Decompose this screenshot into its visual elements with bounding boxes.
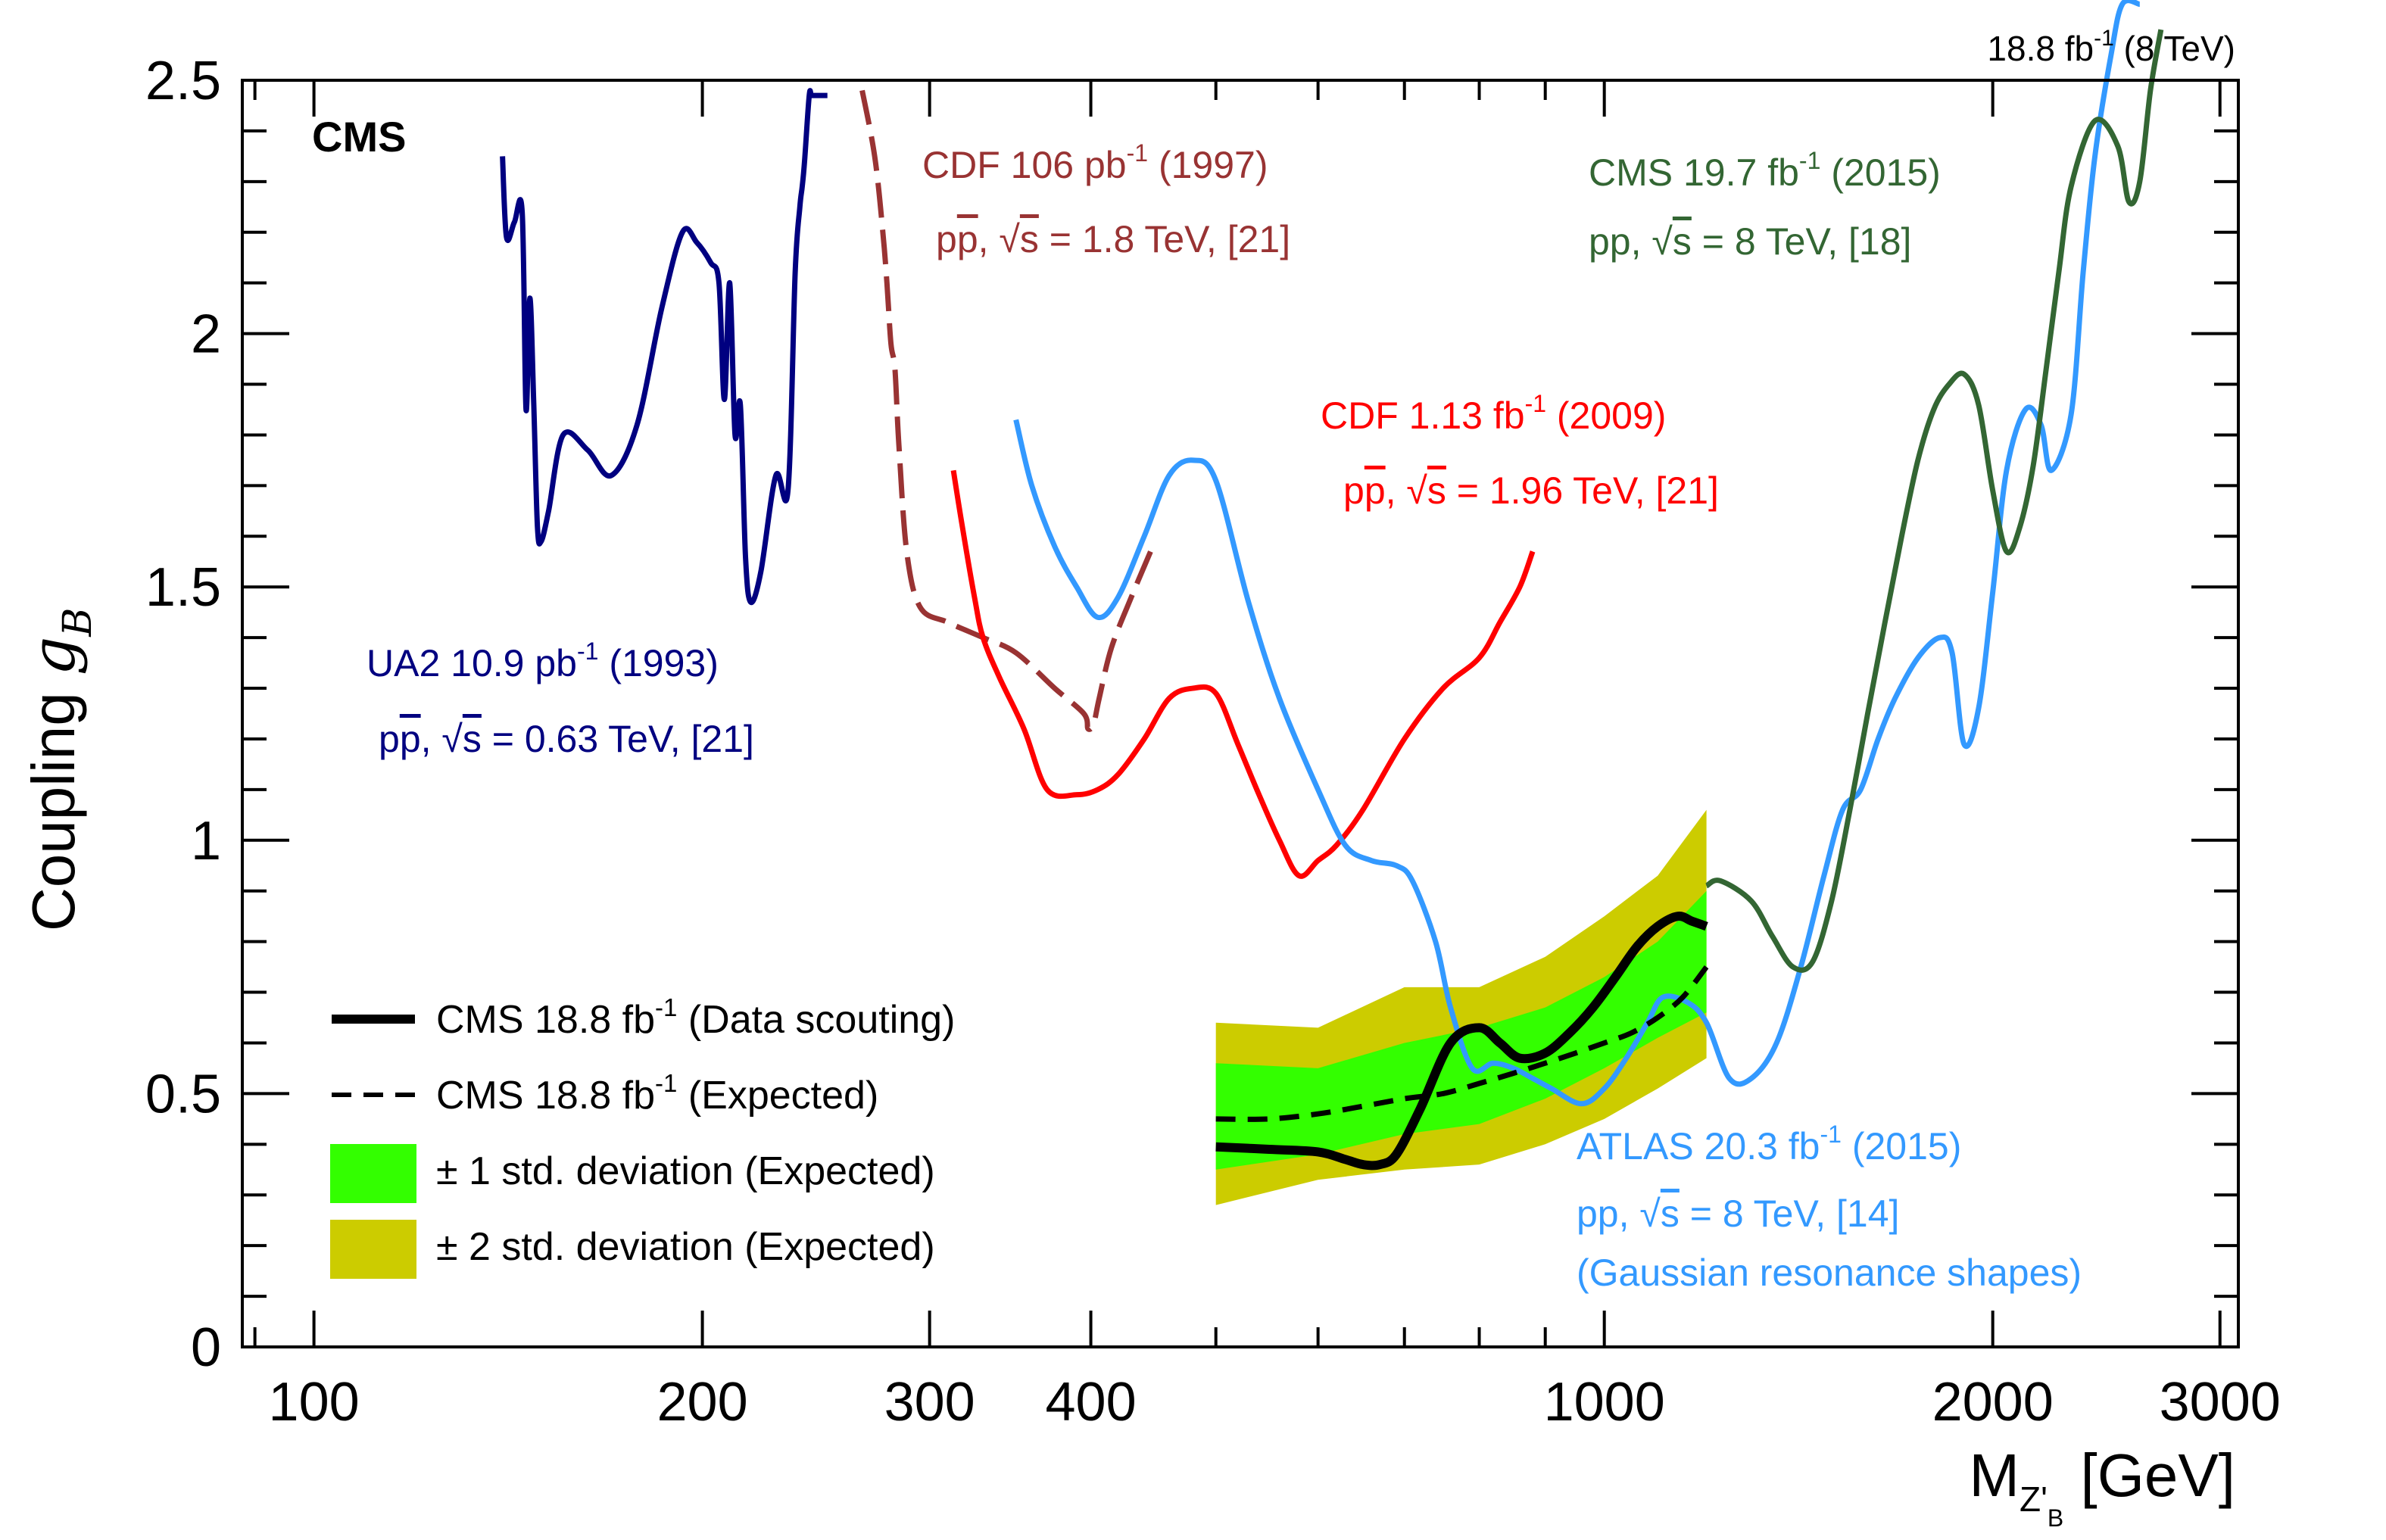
axes: 100 200 300 400 1000 2000 3000 0 0.5 1 1.5 2 2.5 xyxy=(145,51,2281,1432)
cdf1997-label-line1: CDF 106 pb-1 (1997) xyxy=(922,139,1268,186)
cdf2009-annotation: CDF 1.13 fb-1 (2009) pp, √s = 1.96 TeV, … xyxy=(1321,390,1719,512)
x-axis-title: MZ'B [GeV] xyxy=(1969,1442,2235,1532)
ua2-annotation: UA2 10.9 pb-1 (1993) pp, √s = 0.63 TeV, … xyxy=(366,638,754,760)
legend: CMS 18.8 fb-1 (Data scouting) CMS 18.8 f… xyxy=(330,993,955,1279)
x-tick-label: 2000 xyxy=(1932,1372,2054,1432)
y-tick-label: 2.5 xyxy=(145,51,221,111)
x-tick-label: 3000 xyxy=(2160,1372,2281,1432)
ua2-label-line1: UA2 10.9 pb-1 (1993) xyxy=(366,638,719,684)
luminosity-header: 18.8 fb-1 (8 TeV) xyxy=(1987,26,2235,68)
cdf2009-label-line1: CDF 1.13 fb-1 (2009) xyxy=(1321,390,1666,437)
band-1sigma xyxy=(1215,890,1707,1170)
legend-label-observed: CMS 18.8 fb-1 (Data scouting) xyxy=(436,993,955,1042)
atlas-annotation: ATLAS 20.3 fb-1 (2015) pp, √s = 8 TeV, [… xyxy=(1577,1121,2082,1294)
cdf2009-label-line2: pp, √s = 1.96 TeV, [21] xyxy=(1343,469,1719,512)
atlas-label-line3: (Gaussian resonance shapes) xyxy=(1577,1252,2082,1294)
expected-bands xyxy=(1215,809,1707,1205)
y-axis-title: Coupling gB xyxy=(18,608,101,931)
curve-cms_observed xyxy=(1215,912,1708,1171)
ua2-label-line2: pp, √s = 0.63 TeV, [21] xyxy=(379,718,754,760)
atlas-label-line1: ATLAS 20.3 fb-1 (2015) xyxy=(1577,1121,1961,1167)
curve-cdf2009 xyxy=(950,469,1536,879)
y-tick-label: 0.5 xyxy=(145,1064,221,1124)
legend-label-expected: CMS 18.8 fb-1 (Expected) xyxy=(436,1069,878,1118)
y-tick-label: 1.5 xyxy=(145,557,221,618)
legend-swatch-2sigma xyxy=(330,1220,416,1279)
y-tick-label: 1 xyxy=(191,811,221,871)
plot-frame xyxy=(241,79,2240,1348)
curve-ua2 xyxy=(500,88,828,606)
cms2015-label-line2: pp, √s = 8 TeV, [18] xyxy=(1589,220,1911,263)
limit-curves xyxy=(500,0,2164,1171)
x-tick-label: 400 xyxy=(1045,1372,1136,1432)
cdf1997-annotation: CDF 106 pb-1 (1997) pp, √s = 1.8 TeV, [2… xyxy=(922,139,1290,260)
legend-swatch-1sigma xyxy=(330,1144,416,1203)
x-tick-label: 1000 xyxy=(1544,1372,1665,1432)
curve-cms2015 xyxy=(1705,29,2164,973)
y-tick-label: 0 xyxy=(191,1317,221,1378)
curve-cdf1997 xyxy=(859,89,1153,732)
legend-label-1sigma: ± 1 std. deviation (Expected) xyxy=(436,1149,935,1193)
x-tick-label: 300 xyxy=(884,1372,975,1432)
cdf1997-label-line2: pp, √s = 1.8 TeV, [21] xyxy=(936,218,1290,260)
y-tick-label: 2 xyxy=(191,304,221,365)
atlas-label-line2: pp, √s = 8 TeV, [14] xyxy=(1577,1192,1899,1235)
legend-label-2sigma: ± 2 std. deviation (Expected) xyxy=(436,1225,935,1269)
cms2015-label-line1: CMS 19.7 fb-1 (2015) xyxy=(1589,147,1941,194)
x-tick-label: 100 xyxy=(269,1372,360,1432)
curve-cms_expected xyxy=(1215,965,1709,1122)
cms-badge: CMS xyxy=(312,113,406,161)
cms2015-annotation: CMS 19.7 fb-1 (2015) pp, √s = 8 TeV, [18… xyxy=(1589,147,1941,263)
curve-atlas xyxy=(1013,0,2141,1107)
x-tick-label: 200 xyxy=(657,1372,748,1432)
